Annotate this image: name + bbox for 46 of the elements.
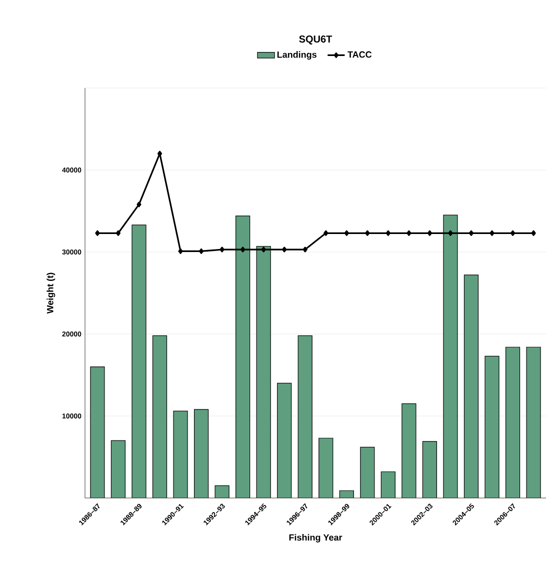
point [406,230,412,236]
bar [422,441,437,498]
point [282,246,287,252]
bar [360,447,374,498]
point [95,230,100,236]
point [531,230,536,236]
bar [173,411,188,498]
point [468,230,474,236]
bar [152,336,167,498]
point [240,246,246,252]
bar [194,409,208,498]
point [116,230,120,236]
bar [506,347,520,498]
bar [256,246,270,498]
point [448,230,453,236]
point [220,246,224,252]
legend-label: TACC [348,51,372,58]
bar [298,336,312,498]
point [510,230,515,236]
bar [484,356,499,498]
point [323,230,328,236]
bar [277,383,292,498]
bar [402,404,416,498]
bar [381,472,396,498]
bar [464,274,478,498]
y-axis-title: Weight (t) [46,272,56,314]
point [302,246,308,252]
bar [111,440,126,498]
point [261,246,266,252]
point [136,202,142,208]
point [365,230,370,236]
point [198,248,204,254]
x-axis-title: Fishing Year [289,534,342,542]
point [178,248,183,254]
bar [236,216,250,498]
bar [132,224,146,498]
bar [90,366,104,498]
chart-title: SQU6T [299,36,332,44]
point [427,230,432,236]
point [386,230,390,236]
bar [318,438,333,498]
bar [443,215,458,498]
bar [526,346,541,498]
point [490,230,494,236]
legend-label: Landings [277,51,316,60]
point [344,230,349,236]
